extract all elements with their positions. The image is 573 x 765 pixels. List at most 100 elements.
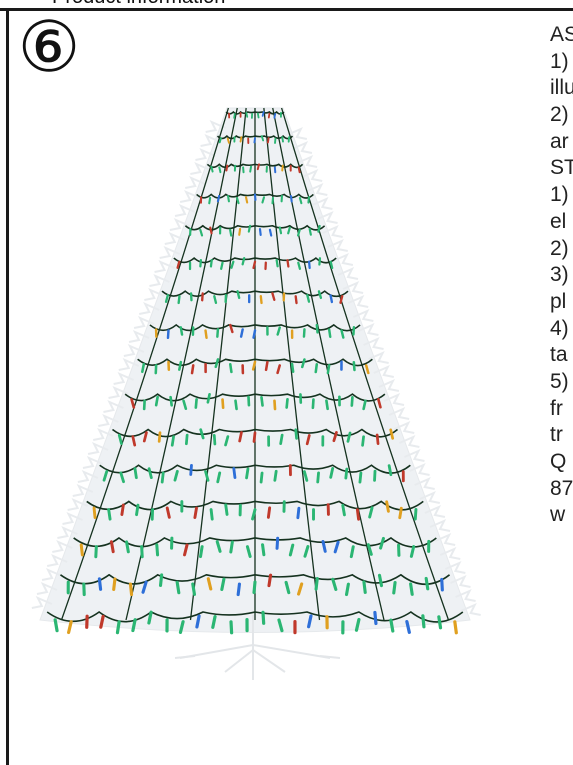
light-bulb [375,433,380,445]
light-bulb [109,540,115,554]
light-bulb [141,362,146,374]
light-bulb [210,165,214,173]
branch-tip [195,148,216,161]
light-bulb [97,577,103,591]
tree-with-light-strings-illustration [31,107,481,680]
light-bulb [344,467,349,480]
light-bulb [157,431,162,443]
light-bulb [184,433,189,446]
light-bulb [276,364,281,375]
light-bulb [362,580,367,594]
light-bulb [264,360,269,372]
light-bulb [221,398,225,410]
light-bulb [177,295,181,305]
light-bulb [389,428,395,440]
light-bulb [120,503,125,516]
branch-tip [205,120,227,133]
branch-tip [424,505,446,518]
light-bulb [329,260,334,270]
light-bulb [358,471,363,484]
light-bulb [260,135,265,142]
branch-tip [358,323,379,336]
branch-tip [291,141,313,154]
light-bulb [224,435,230,447]
step-number: ⑥ [17,6,81,88]
instruction-line: ta [550,343,568,367]
light-bulb [220,577,226,592]
cut-header-text: Product information [52,0,225,9]
branch-tip [337,267,359,280]
light-bulb [189,463,193,476]
light-bulb [236,582,241,597]
branch-tip [327,239,348,252]
light-bulb [366,543,373,556]
light-bulb [252,329,257,339]
branch-tip [383,393,405,406]
branch-tip [388,407,410,420]
light-bulb [125,540,130,554]
light-bulb [209,508,214,521]
branch-tip [113,372,135,385]
branch-tip [434,533,456,546]
branch-tip [460,603,481,616]
light-bulb [268,228,273,237]
light-bulb [346,431,352,443]
branch-tip [72,484,94,497]
light-bulb [229,620,234,635]
light-bulb [142,431,148,443]
branch-tip [286,127,308,140]
light-bulb [239,328,244,338]
light-bulb [194,398,198,409]
light-bulb [352,360,356,372]
light-bulb [216,471,222,484]
light-bulb [273,469,278,482]
branch-tip [93,428,114,441]
light-bulb [178,620,185,634]
light-bulb [261,610,266,625]
vertical-light-string [189,107,247,621]
light-bulb [191,582,197,596]
light-bulb [296,506,301,520]
light-bulb [266,137,270,144]
branch-tip [128,330,150,343]
branch-tip [352,309,374,322]
light-bulb [317,290,323,300]
horizontal-light-string [216,134,294,140]
light-bulb [373,610,378,626]
light-bulb [245,111,249,118]
light-bulb [294,428,298,440]
light-bulb [321,539,327,553]
branch-tip [378,379,400,392]
light-bulb [267,573,273,588]
light-bulb [67,620,73,635]
light-bulb [224,503,229,516]
light-bulb [440,577,444,592]
branch-tip [317,211,338,224]
light-bulb [220,261,224,270]
light-bulb [251,508,257,521]
light-bulb [160,471,165,484]
light-bulb [183,543,189,557]
light-bulb [140,545,144,559]
light-bulb [218,137,222,144]
branch-tip [296,155,318,168]
light-bulb [225,164,229,172]
branch-tip [439,547,461,560]
light-bulb [306,293,311,303]
light-bulb [249,165,253,173]
light-bulb [117,433,123,446]
instruction-line: ST [550,156,573,180]
light-bulb [409,545,416,558]
branch-tip [87,442,109,455]
branch-tip [444,561,466,574]
light-bulb [307,260,311,270]
light-bulb [229,228,233,237]
branch-tip [62,512,83,525]
light-bulb [398,506,403,520]
light-bulb [362,399,367,411]
light-bulb [333,540,340,554]
instruction-text-column: AS 1) illu 2) ar ST 1) el 2) 3) pl 4) ta 5) fr tr Q 87 w [550,22,573,529]
light-bulb [99,614,105,629]
light-bulb [326,364,331,375]
light-bulb [241,257,246,266]
